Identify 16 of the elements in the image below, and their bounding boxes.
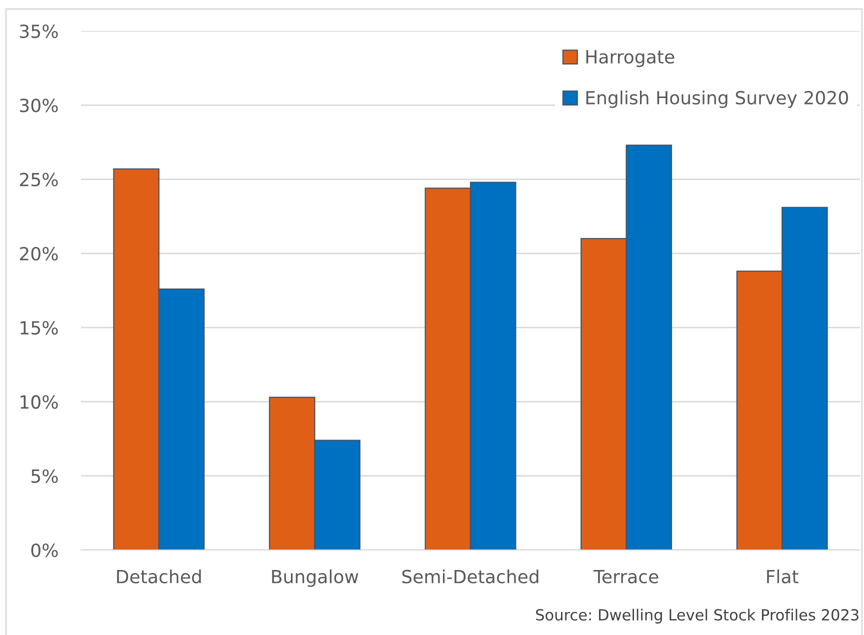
x-tick-label: Semi-Detached bbox=[402, 569, 538, 584]
source-note: Source: Dwelling Level Stock Profiles 2023 bbox=[536, 608, 858, 624]
legend-label: Harrogate bbox=[586, 50, 674, 68]
y-tick-label: 35% bbox=[20, 24, 58, 38]
legend-label: English Housing Survey 2020 bbox=[586, 90, 848, 108]
y-tick-label: 25% bbox=[20, 172, 58, 186]
y-tick-label: 0% bbox=[31, 543, 58, 558]
x-tick-label: Bungalow bbox=[272, 569, 358, 587]
x-tick-label: Flat bbox=[767, 569, 798, 584]
y-tick-label: 20% bbox=[20, 246, 58, 261]
x-tick-label: Detached bbox=[117, 569, 201, 584]
y-tick-label: 30% bbox=[20, 98, 58, 112]
y-tick-label: 5% bbox=[32, 469, 58, 483]
y-tick-label: 15% bbox=[20, 321, 58, 335]
x-tick-label: Terrace bbox=[593, 570, 658, 584]
y-tick-label: 10% bbox=[20, 395, 58, 409]
